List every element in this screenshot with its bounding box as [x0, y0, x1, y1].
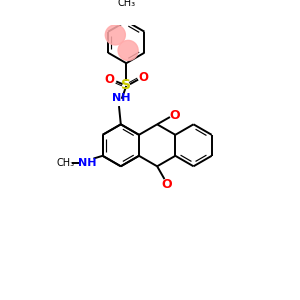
Text: CH₃: CH₃: [117, 0, 135, 8]
Text: O: O: [105, 73, 115, 86]
Text: O: O: [139, 71, 148, 84]
Text: S: S: [121, 78, 131, 92]
Circle shape: [118, 40, 138, 61]
Circle shape: [105, 25, 125, 45]
Text: NH: NH: [112, 93, 131, 103]
Text: CH₃: CH₃: [56, 158, 74, 168]
Text: O: O: [161, 178, 172, 191]
Text: NH: NH: [78, 158, 96, 168]
Text: O: O: [169, 109, 180, 122]
